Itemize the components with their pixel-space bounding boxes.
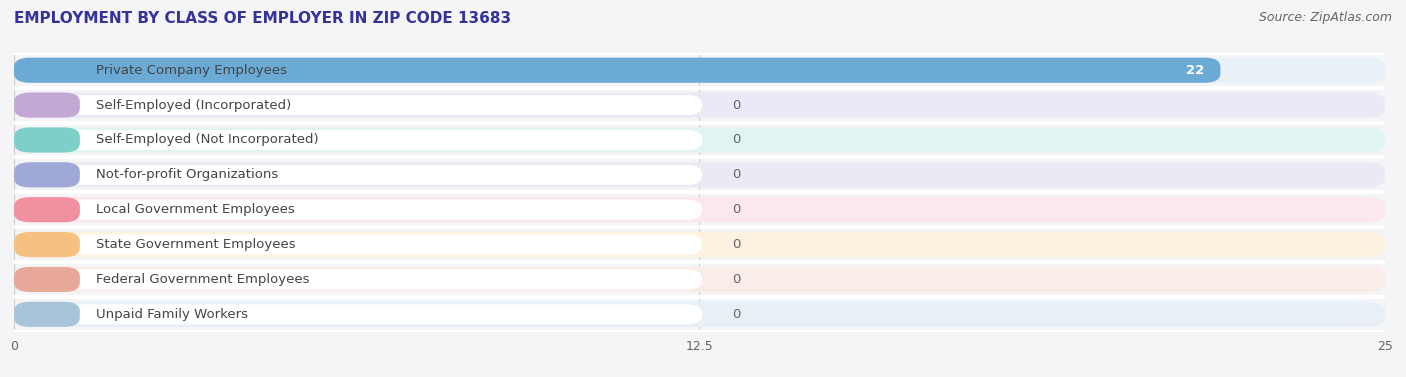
Text: Self-Employed (Not Incorporated): Self-Employed (Not Incorporated) xyxy=(96,133,319,146)
Text: 0: 0 xyxy=(733,238,741,251)
FancyBboxPatch shape xyxy=(14,92,80,118)
Text: Source: ZipAtlas.com: Source: ZipAtlas.com xyxy=(1258,11,1392,24)
FancyBboxPatch shape xyxy=(14,197,1385,222)
FancyBboxPatch shape xyxy=(14,302,80,327)
FancyBboxPatch shape xyxy=(14,232,1385,257)
FancyBboxPatch shape xyxy=(14,302,1385,327)
Text: 0: 0 xyxy=(733,203,741,216)
FancyBboxPatch shape xyxy=(14,58,1220,83)
FancyBboxPatch shape xyxy=(17,200,702,220)
Text: 0: 0 xyxy=(733,99,741,112)
FancyBboxPatch shape xyxy=(14,232,80,257)
FancyBboxPatch shape xyxy=(17,234,702,254)
FancyBboxPatch shape xyxy=(14,58,1385,83)
Text: State Government Employees: State Government Employees xyxy=(96,238,295,251)
Text: Local Government Employees: Local Government Employees xyxy=(96,203,295,216)
Text: 0: 0 xyxy=(733,133,741,146)
Text: 0: 0 xyxy=(733,308,741,321)
FancyBboxPatch shape xyxy=(14,162,80,187)
FancyBboxPatch shape xyxy=(14,197,80,222)
FancyBboxPatch shape xyxy=(14,92,1385,118)
FancyBboxPatch shape xyxy=(14,267,1385,292)
Text: Private Company Employees: Private Company Employees xyxy=(96,64,287,77)
Text: Federal Government Employees: Federal Government Employees xyxy=(96,273,309,286)
FancyBboxPatch shape xyxy=(14,127,1385,153)
FancyBboxPatch shape xyxy=(14,162,1385,187)
FancyBboxPatch shape xyxy=(17,95,702,115)
FancyBboxPatch shape xyxy=(17,60,702,80)
Text: 0: 0 xyxy=(733,169,741,181)
FancyBboxPatch shape xyxy=(17,270,702,290)
Text: Unpaid Family Workers: Unpaid Family Workers xyxy=(96,308,249,321)
Text: Not-for-profit Organizations: Not-for-profit Organizations xyxy=(96,169,278,181)
Text: EMPLOYMENT BY CLASS OF EMPLOYER IN ZIP CODE 13683: EMPLOYMENT BY CLASS OF EMPLOYER IN ZIP C… xyxy=(14,11,512,26)
Text: Self-Employed (Incorporated): Self-Employed (Incorporated) xyxy=(96,99,291,112)
FancyBboxPatch shape xyxy=(17,304,702,324)
FancyBboxPatch shape xyxy=(17,130,702,150)
FancyBboxPatch shape xyxy=(17,165,702,185)
Text: 0: 0 xyxy=(733,273,741,286)
Text: 22: 22 xyxy=(1185,64,1204,77)
FancyBboxPatch shape xyxy=(14,127,80,153)
FancyBboxPatch shape xyxy=(14,267,80,292)
